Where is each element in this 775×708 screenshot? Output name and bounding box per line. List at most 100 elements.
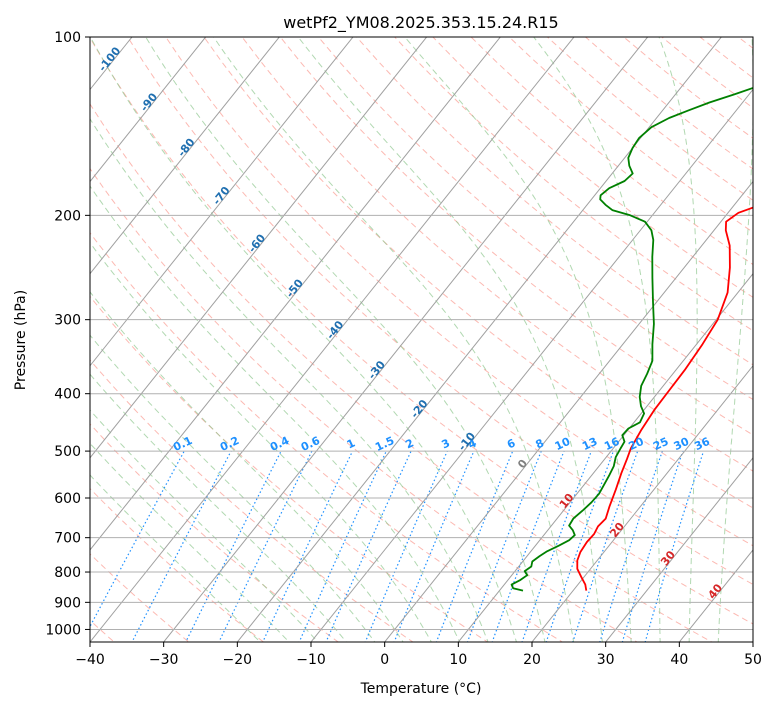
moist-adiabat (90, 442, 290, 642)
y-tick-label: 700 (54, 531, 81, 547)
isotherm-line (90, 37, 207, 183)
isotherm-label: -70 (210, 184, 233, 208)
isotherm-label: -90 (138, 90, 161, 114)
isotherm-label: -30 (365, 358, 388, 382)
x-axis-label: Temperature (°C) (360, 681, 482, 697)
x-tick-label: 10 (449, 652, 467, 668)
moist-adiabat (90, 474, 261, 642)
mixing-ratio-label: 13 (580, 435, 599, 453)
isotherm-label: -100 (96, 44, 124, 74)
moist-adiabat (90, 37, 518, 642)
moist-adiabat (533, 37, 661, 642)
dry-adiabat (90, 295, 489, 642)
moist-adiabat (90, 373, 347, 642)
y-tick-label: 1000 (45, 622, 81, 638)
y-tick-label: 100 (54, 30, 81, 46)
x-tick-label: 20 (523, 652, 541, 668)
y-tick-label: 900 (54, 595, 81, 611)
isotherm-line (236, 37, 722, 642)
moist-adiabat (717, 37, 753, 642)
mixing-ratio-label: 36 (692, 435, 712, 453)
isotherm-label: 20 (607, 520, 627, 540)
chart-title: wetPf2_YM08.2025.353.15.24.R15 (283, 13, 558, 33)
isotherm-line (605, 457, 753, 642)
x-tick-label: −40 (75, 652, 105, 668)
dry-adiabat (127, 37, 753, 586)
dry-adiabat (622, 37, 753, 139)
isotherm-label: 40 (705, 581, 725, 601)
profiles (510, 87, 753, 592)
dry-adiabat (546, 37, 753, 201)
mixing-ratio-line (218, 450, 313, 642)
x-tick-label: −10 (296, 652, 326, 668)
isotherm-label: 10 (557, 491, 577, 511)
isotherm-line (678, 549, 753, 642)
isotherm-label: -40 (324, 318, 347, 342)
pressure-grid (90, 37, 753, 630)
mixing-ratio-line (621, 450, 684, 642)
axes: −40 −30 −20 −10 0 10 20 30 40 5010020030040050060… (45, 30, 762, 668)
y-tick-label: 800 (54, 565, 81, 581)
dry-adiabat (165, 37, 753, 547)
isotherm-line (90, 37, 354, 367)
isotherm-line (0, 10, 80, 654)
y-tick-label: 300 (54, 313, 81, 329)
isotherm-line (0, 10, 6, 654)
isotherm-label: -80 (175, 135, 198, 159)
x-tick-label: 40 (670, 652, 688, 668)
mixing-ratio-label: 25 (651, 435, 670, 453)
mixing-ratio-label: 2 (403, 436, 415, 451)
moist-adiabat (90, 241, 432, 642)
mixing-ratio-label: 30 (672, 435, 692, 453)
y-tick-label: 600 (54, 491, 81, 507)
isotherm-line (90, 37, 428, 459)
dry-adiabat (90, 359, 414, 642)
x-tick-label: 30 (597, 652, 615, 668)
mixing-ratio-line (545, 450, 614, 642)
x-tick-label: −20 (223, 652, 253, 668)
dry-adiabat (394, 37, 753, 332)
x-tick-label: 0 (380, 652, 389, 668)
isotherm-line (457, 272, 753, 642)
dry-adiabat (90, 167, 639, 642)
dry-adiabat (741, 10, 775, 654)
mixing-ratio-label: 10 (553, 435, 573, 453)
isotherm-line (531, 364, 753, 642)
background-lines (0, 10, 775, 654)
dry-adiabat (470, 37, 753, 266)
mixing-ratio-label: 20 (626, 435, 646, 453)
moist-adiabat (90, 185, 461, 642)
plot-frame (89, 36, 754, 643)
dry-adiabat (355, 37, 753, 366)
moist-adiabat (213, 37, 575, 642)
isotherm-label: 30 (658, 548, 678, 568)
mixing-ratio-label: 3 (440, 436, 452, 451)
x-tick-label: 50 (744, 652, 762, 668)
y-tick-label: 500 (54, 444, 81, 460)
isotherm-label: 0 (515, 457, 530, 471)
dry-adiabat (90, 487, 265, 642)
isotherm-line (163, 37, 649, 642)
y-tick-label: 200 (54, 208, 81, 224)
y-axis-label: Pressure (hPa) (13, 290, 29, 390)
mixing-ratio-label: 6 (505, 436, 518, 451)
isotherm-line (90, 37, 575, 642)
x-tick-label: −30 (149, 652, 179, 668)
temperature-profile (576, 206, 753, 591)
dry-adiabat (203, 37, 753, 509)
mixing-ratio-label: 16 (602, 435, 622, 453)
dewpoint-profile (510, 87, 753, 592)
isotherm-line (752, 641, 753, 642)
isotherm-line (384, 180, 753, 642)
dry-adiabat (699, 37, 753, 79)
mixing-ratio-line (364, 450, 448, 642)
dry-adiabat (90, 231, 564, 642)
isotherm-line (90, 37, 280, 275)
mixing-ratio-line (393, 450, 475, 642)
isotherm-line (310, 88, 753, 642)
moist-adiabat (658, 37, 698, 642)
dry-adiabat (317, 37, 753, 401)
moist-adiabat (297, 37, 603, 642)
dry-adiabat (90, 103, 713, 642)
